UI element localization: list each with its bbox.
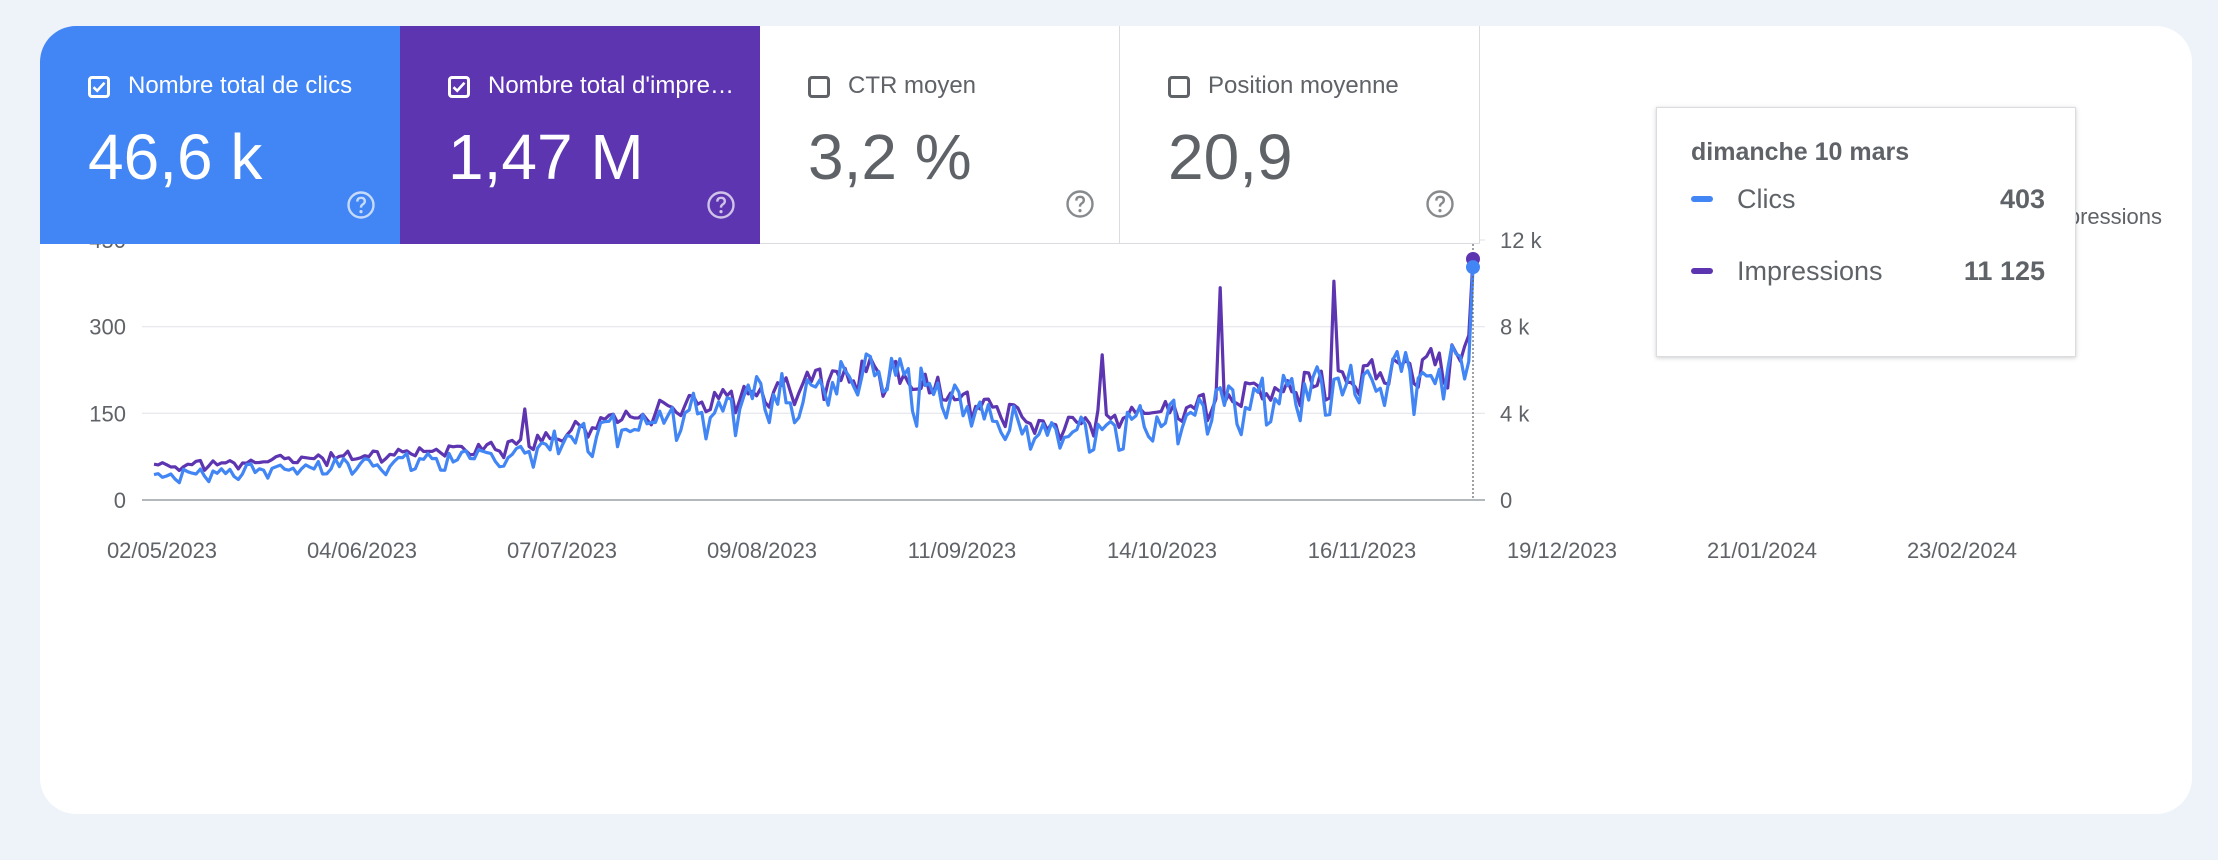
x-tick-label: 19/12/2023: [1507, 538, 1617, 563]
x-tick-label: 16/11/2023: [1308, 538, 1416, 563]
x-tick-label: 11/09/2023: [908, 538, 1016, 563]
checkbox-checked-icon[interactable]: [88, 76, 110, 98]
tile-label: Position moyenne: [1208, 72, 1399, 99]
x-tick-label: 07/07/2023: [507, 538, 617, 563]
chart-tooltip: dimanche 10 mars Clics 403 Impressions 1…: [1656, 107, 2076, 357]
legend-swatch: [1691, 196, 1713, 202]
tooltip-row-clicks: Clics 403: [1691, 182, 2045, 216]
tile-value: 3,2 %: [808, 121, 972, 193]
tile-average-ctr[interactable]: CTR moyen 3,2 %: [760, 26, 1120, 244]
x-tick-label: 09/08/2023: [707, 538, 817, 563]
y-tick-right: 8 k: [1500, 315, 1530, 340]
tile-value: 1,47 M: [448, 121, 644, 193]
help-icon[interactable]: [706, 190, 736, 220]
tile-label: Nombre total d'impressions: [488, 72, 738, 99]
tooltip-label: Clics: [1737, 184, 1796, 214]
tile-total-impressions[interactable]: Nombre total d'impressions 1,47 M: [400, 26, 760, 244]
y-tick-left: 150: [89, 401, 126, 426]
series-line-clicks: [153, 267, 1475, 485]
checkbox-checked-icon[interactable]: [448, 76, 470, 98]
x-tick-label: 02/05/2023: [107, 538, 217, 563]
tile-value: 20,9: [1168, 121, 1293, 193]
tooltip-value: 403: [1999, 184, 2045, 214]
help-icon[interactable]: [1425, 189, 1455, 219]
tooltip-label: Impressions: [1737, 256, 1883, 286]
help-icon[interactable]: [1065, 189, 1095, 219]
help-icon[interactable]: [346, 190, 376, 220]
metric-tiles: Nombre total de clics 46,6 k Nombre tota…: [40, 26, 1480, 244]
y-tick-left: 300: [89, 315, 126, 340]
tile-label: Nombre total de clics: [128, 72, 353, 99]
x-tick-label: 23/02/2024: [1907, 538, 2017, 563]
series-line-impressions: [153, 258, 1475, 473]
x-tick-label: 14/10/2023: [1107, 538, 1217, 563]
x-tick-label: 21/01/2024: [1707, 538, 1817, 563]
y-tick-right: 12 k: [1500, 228, 1543, 253]
checkbox-unchecked-icon[interactable]: [808, 76, 830, 98]
checkbox-unchecked-icon[interactable]: [1168, 76, 1190, 98]
tile-label: CTR moyen: [848, 72, 977, 99]
tile-average-position[interactable]: Position moyenne 20,9: [1120, 26, 1480, 244]
y-tick-right: 0: [1500, 488, 1512, 513]
tooltip-value: 11 125: [1963, 256, 2045, 286]
hover-point-clicks: [1466, 260, 1480, 275]
x-tick-label: 04/06/2023: [307, 538, 417, 563]
tooltip-date: dimanche 10 mars: [1691, 138, 1910, 166]
tile-total-clicks[interactable]: Nombre total de clics 46,6 k: [40, 26, 400, 244]
y-tick-right: 4 k: [1500, 401, 1530, 426]
legend-swatch: [1691, 268, 1713, 274]
tooltip-row-impressions: Impressions 11 125: [1691, 254, 2045, 288]
y-tick-left: 0: [114, 488, 126, 513]
tile-value: 46,6 k: [88, 121, 263, 193]
